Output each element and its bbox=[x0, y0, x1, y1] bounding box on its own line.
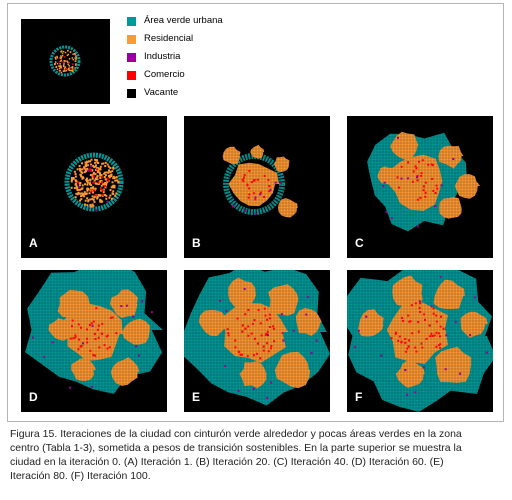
map-panel-c: C bbox=[347, 116, 493, 258]
panel-label: B bbox=[192, 236, 201, 250]
legend-label: Residencial bbox=[144, 33, 194, 44]
caption-line: Figura 15. Iteraciones de la ciudad con … bbox=[10, 428, 462, 440]
map-panel-b: B bbox=[184, 116, 330, 258]
map-panel-f: F bbox=[347, 270, 493, 412]
caption-line: Iteración 80. (F) Iteración 100. bbox=[10, 470, 151, 482]
figure-caption: Figura 15. Iteraciones de la ciudad con … bbox=[10, 427, 502, 483]
panel-label: C bbox=[355, 236, 364, 250]
legend-label: Área verde urbana bbox=[144, 15, 223, 26]
panel-label: E bbox=[192, 390, 201, 404]
panel-label: F bbox=[355, 390, 363, 404]
legend-swatch bbox=[127, 17, 136, 26]
legend-swatch bbox=[127, 35, 136, 44]
panel-label: A bbox=[29, 236, 38, 250]
legend-label: Comercio bbox=[144, 69, 185, 80]
panel-label: D bbox=[29, 390, 38, 404]
caption-line: centro (Tabla 1-3), sometida a pesos de … bbox=[10, 442, 462, 454]
legend-swatch bbox=[127, 71, 136, 80]
legend-swatch bbox=[127, 53, 136, 62]
map-panel-initial bbox=[21, 19, 110, 104]
legend-label: Industria bbox=[144, 51, 181, 62]
map-panel-e: E bbox=[184, 270, 330, 412]
map-panel-a: A bbox=[21, 116, 167, 258]
legend-label: Vacante bbox=[144, 87, 179, 98]
caption-line: ciudad en la iteración 0. (A) Iteración … bbox=[10, 456, 444, 468]
map-panel-d: D bbox=[21, 270, 167, 412]
legend-swatch bbox=[127, 89, 136, 98]
